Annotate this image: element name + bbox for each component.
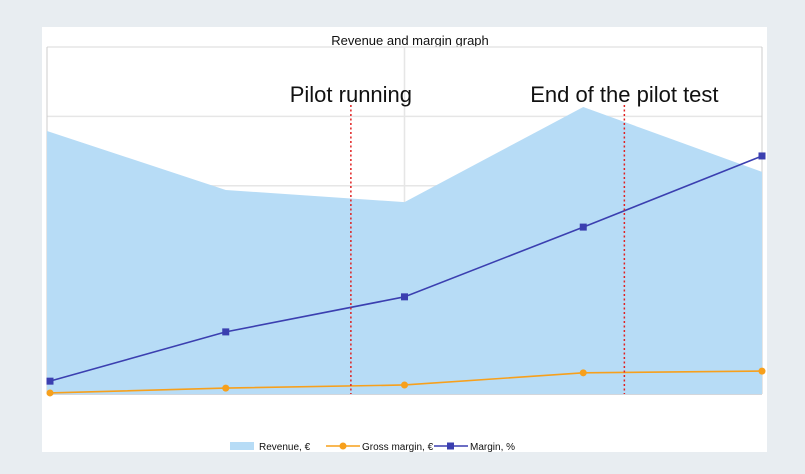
legend-revenue-label: Revenue, € [259,442,311,453]
legend-gross-margin-label: Gross margin, € [362,442,434,453]
legend-gross-margin-marker [339,442,347,450]
margin-percent-point [579,223,587,231]
gross-margin-point [579,369,587,377]
annotation-label: End of the pilot test [530,82,718,107]
gross-margin-point [222,384,230,392]
gross-margin-point [758,367,766,375]
legend-revenue-swatch [230,442,254,450]
annotation-label: Pilot running [290,82,412,107]
revenue-area [47,107,762,394]
legend-margin-marker [447,442,454,450]
margin-percent-point [46,377,54,385]
margin-percent-point [758,152,766,160]
gross-margin-point [401,381,408,389]
chart-title: Revenue and margin graph [331,33,489,48]
margin-percent-point [401,293,408,301]
gross-margin-point [46,389,54,397]
margin-percent-point [222,328,230,336]
legend-margin-label: Margin, % [470,442,515,453]
